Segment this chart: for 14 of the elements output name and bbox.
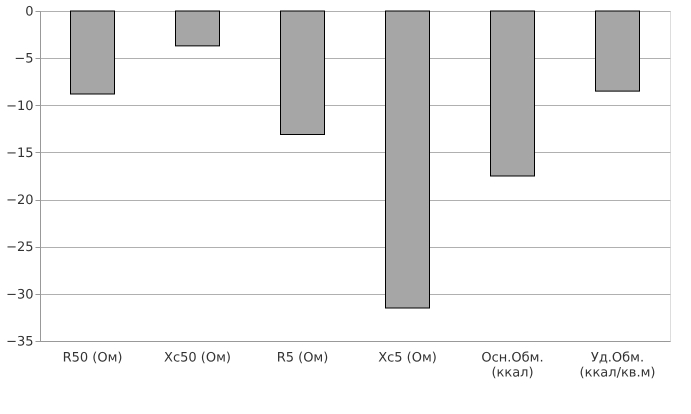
- y-tick-label: −10: [6, 98, 34, 114]
- x-tick-label: Xc5 (Ом): [378, 350, 437, 366]
- x-tick-label: R50 (Ом): [62, 350, 122, 366]
- x-tick-label: Осн.Обм. (ккал): [481, 350, 544, 380]
- y-tick-label: −25: [6, 240, 34, 256]
- x-tick-label: R5 (Ом): [276, 350, 328, 366]
- y-tick-label: −30: [6, 287, 34, 302]
- x-tick-label: Уд.Обм. (ккал/кв.м): [580, 350, 656, 380]
- x-tick-label: Xc50 (Ом): [164, 350, 231, 366]
- y-tick-label: 0: [25, 4, 34, 20]
- y-tick-label: −5: [14, 52, 34, 67]
- y-tick-label: −15: [6, 146, 34, 161]
- y-tick-label: −20: [6, 193, 34, 208]
- y-tick-label: −35: [6, 334, 34, 350]
